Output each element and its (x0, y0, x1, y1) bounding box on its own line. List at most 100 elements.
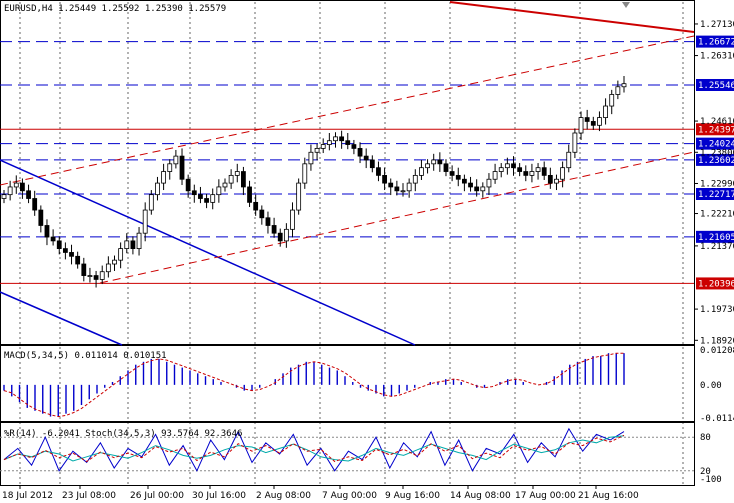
candle-body (1, 194, 7, 199)
candle-body (369, 159, 375, 169)
level-tag (696, 137, 734, 150)
candle-body (26, 190, 31, 199)
level-tag-label: 1.24024 (698, 140, 734, 150)
candle-body (443, 163, 449, 172)
candle-body (603, 105, 608, 118)
candle-body (572, 132, 578, 153)
candle-body (474, 186, 480, 192)
candle-body (142, 209, 148, 234)
level-tag (696, 277, 734, 290)
candle-body (541, 167, 547, 176)
level-tag (696, 188, 734, 201)
candle-body (20, 182, 25, 192)
candle-body (302, 163, 308, 184)
stoch-tick-label: 20 (700, 467, 711, 477)
candle-body (431, 159, 437, 165)
candle-body (216, 186, 222, 196)
candle-body (179, 155, 185, 180)
candle-body (363, 155, 369, 161)
macd-label: MACD(5,34,5) 0.011014 0.010151 (4, 351, 167, 361)
candle-body (198, 194, 203, 199)
candle-body (517, 167, 523, 172)
stoch-signal-line (3, 434, 625, 463)
level-tag-label: 1.25546 (698, 81, 734, 91)
candle-body (62, 248, 68, 253)
red-trendline (449, 1, 695, 33)
macd-tick-label: -0.01147 (700, 414, 734, 424)
x-tick-label: 14 Aug 08:00 (450, 491, 511, 501)
candle-body (357, 148, 363, 157)
macd-pane-frame (0, 345, 695, 422)
candle-body (461, 178, 467, 184)
candle-body (93, 275, 99, 280)
candle-body (148, 194, 154, 211)
candle-body (523, 171, 529, 176)
macd-tick-label: 0.00 (700, 381, 722, 391)
level-tag-label: 1.21605 (698, 233, 734, 243)
candle-body (406, 182, 412, 192)
candle-body (547, 174, 553, 184)
x-tick-label: 23 Jul 08:00 (62, 491, 116, 501)
candle-body (314, 148, 320, 153)
candle-body (204, 198, 209, 203)
level-tag-label: 1.22717 (698, 190, 734, 200)
candle-body (124, 240, 130, 249)
candle-body (112, 259, 117, 265)
candle-body (376, 167, 381, 176)
trendlines (0, 1, 695, 346)
candle-body (241, 171, 246, 188)
candle-body (578, 117, 584, 134)
candle-body (105, 263, 111, 273)
candle-body (480, 186, 486, 192)
candle-body (265, 217, 271, 226)
y-tick-label: 1.27130 (700, 20, 734, 30)
candle-body (222, 182, 228, 188)
x-tick-label: 17 Aug 00:00 (515, 491, 576, 501)
red-channel-upper (0, 35, 695, 186)
chart-title: EURUSD,H4 1.25449 1.25592 1.25390 1.2557… (4, 4, 226, 14)
candle-body (167, 163, 173, 172)
x-tick-label: 18 Jul 2012 (2, 491, 53, 501)
candle-body (326, 140, 332, 145)
level-tag (696, 123, 734, 136)
level-tag (696, 35, 734, 48)
candle-body (560, 167, 566, 180)
candle-body (609, 94, 615, 107)
candle-body (253, 201, 259, 211)
y-tick-label: 1.26310 (700, 52, 734, 62)
x-tick-label: 9 Aug 16:00 (385, 491, 440, 501)
candle-body (425, 163, 430, 169)
candle-body (529, 171, 535, 176)
macd-tick-label: 0.01208 (700, 346, 734, 356)
candle-body (44, 225, 50, 238)
scroll-indicator-icon (622, 2, 630, 8)
level-tag-label: 1.24397 (698, 125, 734, 135)
candle-body (584, 117, 590, 122)
blue-downtrend-line-lower (0, 291, 123, 346)
candle-body (621, 83, 627, 88)
candle-body (498, 167, 504, 172)
candle-body (597, 117, 602, 126)
candle-body (277, 232, 283, 242)
candle-body (99, 271, 105, 280)
candle-body (81, 263, 87, 276)
candle-body (535, 167, 541, 172)
candle-body (455, 174, 461, 180)
y-tick-label: 1.18920 (700, 336, 734, 346)
level-tag-label: 1.23602 (698, 156, 734, 166)
candle-body (437, 159, 443, 165)
candle-body (296, 182, 302, 211)
price-axis: 1.26672 1.25546 1.24397 1.24024 1.23602 1.227… (694, 20, 734, 346)
candle-body (155, 182, 160, 196)
candle-body (56, 240, 62, 249)
y-tick-label: 1.22990 (700, 179, 734, 189)
candle-body (468, 182, 473, 188)
candle-body (185, 178, 191, 192)
candle-body (161, 171, 167, 184)
candle-body (13, 182, 19, 188)
candle-body (345, 140, 351, 145)
candle-body (486, 178, 492, 188)
y-tick-label: 1.22210 (700, 210, 734, 220)
y-tick-label: 1.19730 (700, 305, 734, 315)
